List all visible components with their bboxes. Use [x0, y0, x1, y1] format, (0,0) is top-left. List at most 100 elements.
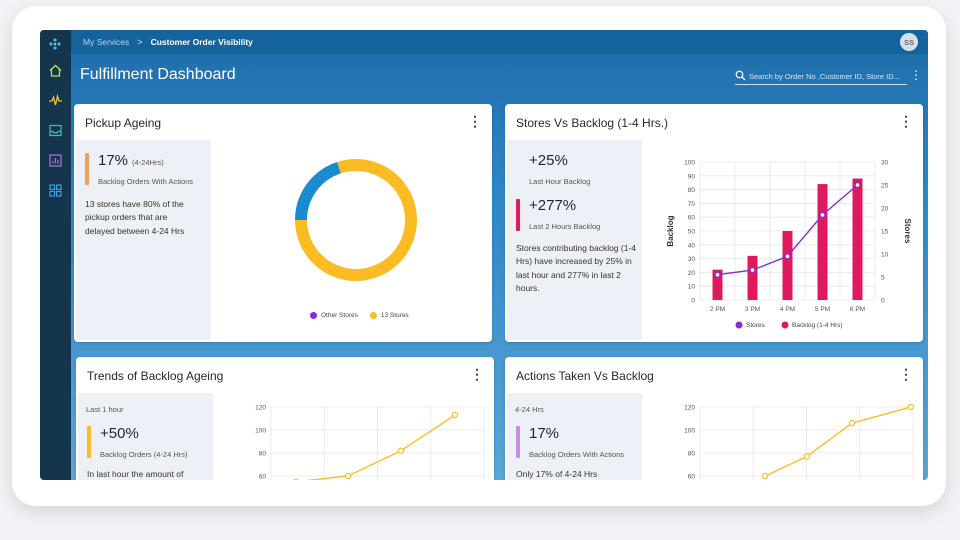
line-point [451, 411, 459, 419]
bar [817, 184, 828, 300]
kpi-label: Backlog Orders With Actions [98, 177, 194, 186]
kpi-description: In last hour the amount of [87, 469, 184, 479]
line-point [344, 472, 352, 480]
breadcrumb-separator: > [137, 37, 143, 47]
y2-tick-label: 0 [881, 298, 885, 305]
app-screen: My Services > Customer Order Visibility … [40, 30, 928, 480]
y-tick-label: 70 [688, 201, 696, 208]
legend-label: Other Stores [321, 312, 358, 319]
y2-tick-label: 20 [881, 206, 889, 213]
donut-slice [295, 159, 417, 281]
series-line [764, 406, 912, 477]
kpi-indicator [516, 426, 520, 458]
line-point [397, 447, 405, 454]
sidebar-item-inbox[interactable] [46, 121, 65, 140]
card-title: Stores Vs Backlog (1-4 Hrs.) [516, 116, 669, 130]
card-more-icon[interactable]: ⋮ [899, 113, 913, 129]
card-more-icon[interactable]: ⋮ [470, 366, 484, 382]
card-more-icon[interactable]: ⋮ [899, 366, 913, 382]
breadcrumb-current: Customer Order Visibility [150, 37, 253, 47]
avatar[interactable]: SS [900, 33, 918, 51]
line-point [907, 403, 915, 411]
y-tick-label: 80 [259, 451, 267, 458]
legend-label: Stores [746, 322, 766, 329]
pulse-icon [49, 93, 62, 106]
legend-dot-icon [310, 312, 317, 319]
y-tick-label: 40 [688, 242, 696, 249]
y-tick-label: 0 [691, 298, 695, 305]
kpi-value: +50% [100, 425, 139, 442]
search-input[interactable] [749, 69, 905, 83]
legend-dot-icon [369, 312, 377, 319]
y-tick-label: 100 [684, 160, 695, 167]
line-point [803, 453, 811, 460]
app-logo-icon[interactable] [48, 37, 62, 51]
y-tick-label: 120 [684, 405, 695, 412]
y-tick-label: 30 [688, 256, 696, 263]
kpi-row: +277% [529, 197, 576, 214]
kpi-value: 17% [529, 425, 560, 442]
y2-tick-label: 10 [881, 252, 889, 259]
page-title: Fulfillment Dashboard [80, 66, 236, 83]
bar [852, 178, 863, 300]
trends-line-chart: 6080100120Backlog [255, 405, 485, 481]
y-tick-label: 50 [688, 229, 696, 236]
x-tick-label: 3 PM [745, 306, 760, 313]
card-more-icon[interactable]: ⋮ [468, 113, 482, 129]
kpi-value: 17% [98, 152, 129, 169]
stores-backlog-chart: 0 10 20 30 40 50 60 70 80 90 100 0 5 10 15 20 25 30 Backlo… [666, 160, 912, 330]
breadcrumb-parent[interactable]: My Services [83, 37, 130, 47]
apps-icon [49, 184, 62, 197]
kpi-panel: 17% (4-24Hrs) Backlog Orders With Action… [76, 140, 211, 340]
line-point [854, 181, 861, 188]
report-icon [49, 154, 62, 167]
kpi-row: 17% (4-24Hrs) [98, 152, 164, 169]
kpi-panel: Last 1 hour +50% Backlog Orders (4-24 Hr… [78, 393, 213, 480]
bar [782, 231, 793, 300]
card-title: Actions Taken Vs Backlog [516, 369, 654, 383]
kpi-label: Last 2 Hours Backlog [529, 222, 601, 231]
y-tick-label: 60 [688, 215, 696, 222]
kpi-description: Only 17% of 4-24 Hrs [516, 469, 598, 479]
x-tick-label: 5 PM [815, 306, 830, 313]
y2-tick-label: 15 [881, 229, 889, 236]
x-tick-label: 2 PM [710, 306, 725, 313]
x-tick-label: 4 PM [780, 306, 795, 313]
y-tick-label: 80 [688, 451, 696, 458]
kpi-indicator [87, 426, 91, 458]
card-title: Pickup Ageing [85, 116, 162, 130]
line-point [819, 211, 826, 218]
kpi-period: 4-24 Hrs [515, 405, 544, 414]
kpi-description: Stores contributing backlog (1-4 Hrs) ha… [516, 243, 637, 294]
y-tick-label: 20 [688, 270, 696, 277]
y-tick-label: 60 [259, 474, 267, 481]
series-line [305, 414, 456, 480]
card-pickup-ageing: Pickup Ageing ⋮ 17% (4-24Hrs) Backlog Or… [74, 104, 492, 342]
kpi-label: Backlog Orders (4-24 Hrs) [100, 450, 188, 459]
actions-line-chart: 6080100120Backlog [684, 403, 915, 480]
x-tick-label: 6 PM [850, 306, 865, 313]
kpi-suffix: (4-24Hrs) [132, 158, 164, 167]
bar [747, 255, 758, 300]
search-icon[interactable] [735, 70, 746, 81]
kpi-description: 13 stores have 80% of the pickup orders … [85, 199, 185, 236]
card-trends-backlog: Trends of Backlog Ageing ⋮ Last 1 hour +… [76, 357, 494, 480]
sidebar-item-apps[interactable] [46, 181, 65, 200]
kpi-row: +25% [529, 152, 568, 169]
line-point [761, 472, 769, 480]
kpi-panel: +25% Last Hour Backlog +277% Last 2 Hour… [507, 140, 642, 340]
kpi-indicator [85, 153, 89, 185]
kpi-indicator [516, 199, 520, 231]
sidebar-item-reports[interactable] [46, 151, 65, 170]
header-more-icon[interactable]: ⋮ [910, 68, 922, 82]
y2-tick-label: 5 [881, 275, 885, 282]
line-point [848, 419, 856, 427]
sidebar-item-home[interactable] [46, 61, 65, 80]
y-tick-label: 90 [688, 173, 696, 180]
kpi-row: 17% [529, 425, 559, 442]
search-bar [735, 68, 907, 85]
home-icon [49, 64, 62, 77]
line-point [293, 478, 299, 480]
sidebar-item-activity[interactable] [46, 91, 65, 110]
y-axis-label: Backlog [666, 215, 675, 246]
